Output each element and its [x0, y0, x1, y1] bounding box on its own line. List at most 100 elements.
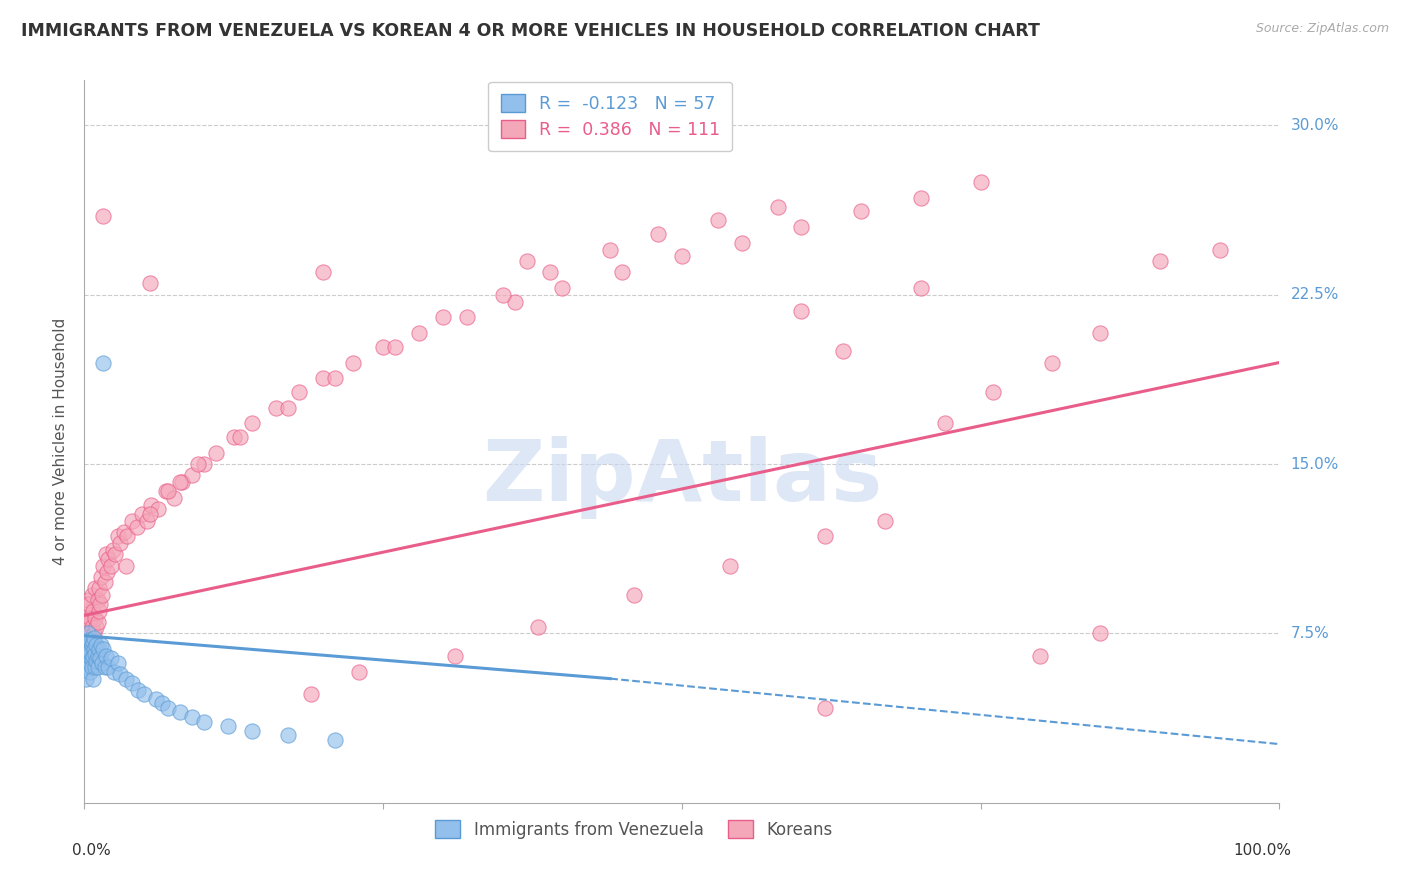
Point: [82, 648, 104, 663]
Point: [80, 638, 103, 652]
Point: [1209, 243, 1232, 257]
Point: [150, 697, 173, 711]
Point: [87, 604, 110, 618]
Point: [75, 633, 97, 648]
Point: [82, 638, 104, 652]
Point: [1042, 355, 1064, 369]
Point: [408, 326, 430, 340]
Point: [1149, 253, 1171, 268]
Point: [1090, 626, 1112, 640]
Text: 7.5%: 7.5%: [1291, 626, 1329, 641]
Point: [80, 620, 103, 634]
Point: [84, 647, 107, 661]
Point: [80, 660, 103, 674]
Point: [718, 558, 741, 573]
Point: [76, 642, 98, 657]
Point: [76, 615, 98, 630]
Point: [623, 588, 645, 602]
Point: [86, 615, 108, 630]
Point: [84, 582, 107, 596]
Point: [96, 566, 118, 580]
Point: [84, 610, 107, 624]
Point: [90, 570, 112, 584]
Point: [79, 633, 101, 648]
Point: [75, 648, 97, 663]
Point: [86, 638, 108, 652]
Text: IMMIGRANTS FROM VENEZUELA VS KOREAN 4 OR MORE VEHICLES IN HOUSEHOLD CORRELATION : IMMIGRANTS FROM VENEZUELA VS KOREAN 4 OR…: [21, 22, 1040, 40]
Point: [277, 401, 299, 415]
Point: [707, 213, 730, 227]
Point: [91, 588, 114, 602]
Point: [97, 660, 120, 674]
Point: [77, 656, 100, 670]
Point: [527, 620, 550, 634]
Point: [132, 687, 156, 701]
Point: [240, 417, 263, 431]
Point: [93, 209, 115, 223]
Point: [229, 430, 252, 444]
Point: [115, 672, 138, 686]
Point: [325, 371, 347, 385]
Point: [115, 558, 138, 573]
Point: [107, 656, 129, 670]
Text: ZipAtlas: ZipAtlas: [482, 436, 882, 519]
Point: [80, 651, 103, 665]
Point: [222, 430, 245, 444]
Point: [384, 340, 406, 354]
Point: [970, 175, 993, 189]
Point: [90, 638, 112, 652]
Point: [77, 592, 100, 607]
Point: [373, 340, 395, 354]
Point: [934, 417, 956, 431]
Point: [155, 484, 177, 499]
Point: [77, 638, 100, 652]
Point: [117, 529, 139, 543]
Point: [551, 281, 574, 295]
Point: [89, 651, 111, 665]
Point: [181, 468, 204, 483]
Point: [86, 648, 108, 663]
Point: [671, 249, 693, 263]
Point: [875, 514, 897, 528]
Point: [100, 558, 122, 573]
Point: [100, 651, 122, 665]
Point: [125, 520, 148, 534]
Text: 30.0%: 30.0%: [1291, 118, 1339, 133]
Point: [851, 204, 873, 219]
Legend: Immigrants from Venezuela, Koreans: Immigrants from Venezuela, Koreans: [425, 811, 844, 848]
Point: [84, 660, 107, 674]
Point: [193, 457, 215, 471]
Point: [77, 638, 100, 652]
Point: [301, 687, 323, 701]
Point: [612, 265, 634, 279]
Point: [93, 355, 115, 369]
Point: [1029, 648, 1052, 663]
Point: [83, 626, 105, 640]
Point: [75, 672, 97, 686]
Point: [349, 665, 371, 679]
Text: Source: ZipAtlas.com: Source: ZipAtlas.com: [1256, 22, 1389, 36]
Point: [503, 294, 526, 309]
Point: [131, 507, 153, 521]
Point: [79, 610, 101, 624]
Point: [104, 548, 127, 562]
Point: [77, 648, 100, 663]
Point: [76, 660, 98, 674]
Point: [1090, 326, 1112, 340]
Point: [163, 491, 186, 505]
Point: [79, 644, 101, 658]
Point: [187, 457, 209, 471]
Point: [342, 355, 364, 369]
Point: [135, 514, 157, 528]
Point: [312, 265, 335, 279]
Point: [93, 642, 115, 657]
Point: [444, 648, 467, 663]
Point: [76, 604, 98, 618]
Point: [77, 626, 100, 640]
Point: [157, 484, 180, 499]
Point: [731, 235, 754, 250]
Point: [77, 597, 100, 611]
Point: [83, 642, 105, 657]
Text: 22.5%: 22.5%: [1291, 287, 1339, 302]
Point: [76, 638, 98, 652]
